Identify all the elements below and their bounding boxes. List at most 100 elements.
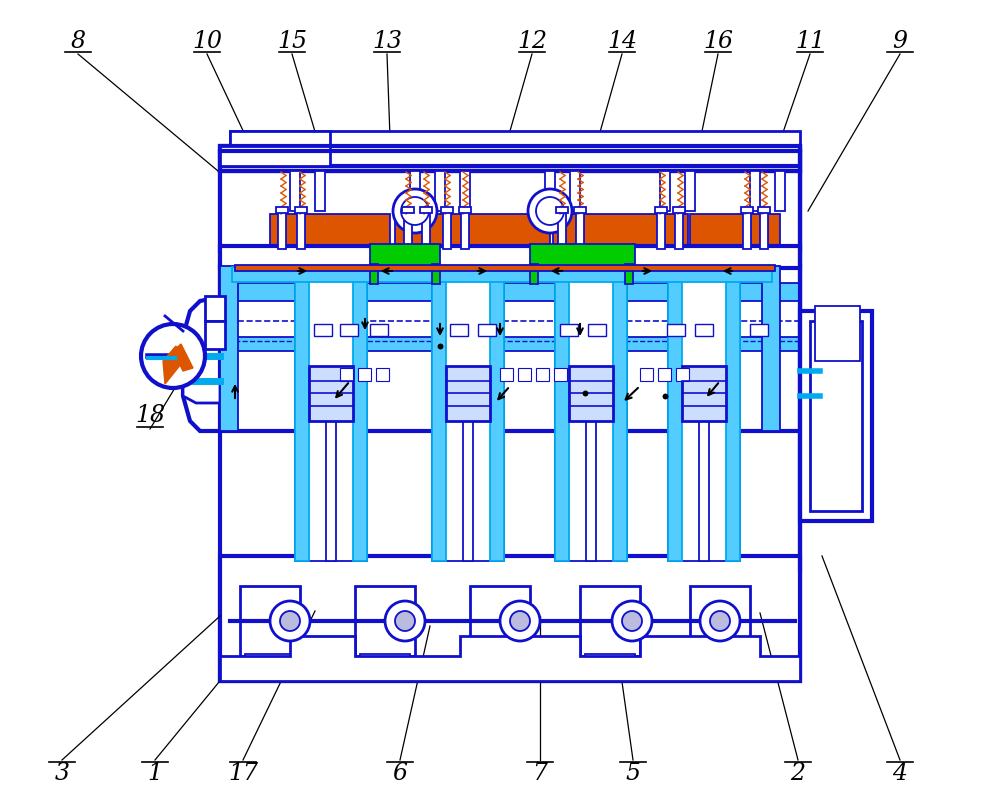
- Bar: [580, 586, 640, 656]
- Bar: [220, 556, 800, 681]
- Bar: [553, 214, 688, 246]
- Bar: [309, 366, 353, 421]
- Bar: [530, 244, 635, 266]
- Bar: [220, 246, 800, 268]
- Bar: [682, 366, 726, 421]
- Circle shape: [622, 611, 642, 631]
- Bar: [810, 321, 862, 511]
- Bar: [370, 244, 440, 266]
- Text: 12: 12: [517, 29, 547, 53]
- Circle shape: [401, 197, 429, 225]
- Bar: [762, 266, 780, 431]
- Circle shape: [528, 189, 572, 233]
- Bar: [569, 366, 613, 421]
- Bar: [395, 214, 550, 246]
- Bar: [530, 264, 538, 284]
- Bar: [353, 266, 367, 561]
- Bar: [586, 416, 596, 561]
- Bar: [640, 368, 653, 381]
- Bar: [205, 296, 225, 321]
- Bar: [625, 264, 633, 284]
- Bar: [574, 207, 586, 213]
- Text: 2: 2: [790, 762, 806, 784]
- Bar: [220, 171, 800, 251]
- Bar: [554, 368, 567, 381]
- Bar: [220, 337, 800, 351]
- Bar: [441, 207, 453, 213]
- Bar: [340, 368, 353, 381]
- Bar: [463, 416, 473, 561]
- Bar: [420, 207, 432, 213]
- Bar: [270, 214, 390, 246]
- Bar: [295, 207, 307, 213]
- Text: 15: 15: [277, 29, 307, 53]
- Bar: [220, 266, 238, 431]
- Bar: [667, 324, 685, 336]
- Bar: [340, 324, 358, 336]
- Bar: [276, 207, 288, 213]
- Bar: [326, 416, 336, 561]
- Bar: [376, 368, 389, 381]
- Bar: [220, 266, 800, 431]
- Bar: [404, 211, 412, 249]
- Text: 9: 9: [893, 29, 908, 53]
- Bar: [459, 207, 471, 213]
- Circle shape: [536, 197, 564, 225]
- Bar: [422, 211, 430, 249]
- Bar: [741, 207, 753, 213]
- Bar: [500, 368, 513, 381]
- Bar: [235, 265, 775, 271]
- Text: 7: 7: [532, 762, 548, 784]
- Polygon shape: [220, 151, 800, 171]
- Circle shape: [612, 601, 652, 641]
- Bar: [490, 266, 504, 561]
- Text: 13: 13: [372, 29, 402, 53]
- Bar: [245, 654, 295, 676]
- Bar: [478, 324, 496, 336]
- Text: 6: 6: [392, 762, 408, 784]
- Bar: [432, 264, 440, 284]
- Bar: [355, 586, 415, 656]
- Bar: [475, 654, 525, 676]
- Circle shape: [510, 611, 530, 631]
- Bar: [585, 654, 635, 676]
- Bar: [815, 306, 860, 361]
- Bar: [560, 324, 578, 336]
- Text: 8: 8: [70, 29, 86, 53]
- Bar: [690, 586, 750, 656]
- Bar: [220, 283, 800, 301]
- Bar: [460, 171, 470, 211]
- Bar: [536, 368, 549, 381]
- Bar: [295, 266, 367, 561]
- Bar: [695, 324, 713, 336]
- Bar: [240, 586, 300, 656]
- Bar: [658, 368, 671, 381]
- Bar: [690, 214, 780, 246]
- Bar: [555, 266, 627, 561]
- Circle shape: [280, 611, 300, 631]
- Bar: [588, 324, 606, 336]
- Polygon shape: [183, 299, 220, 431]
- Bar: [297, 211, 305, 249]
- Polygon shape: [220, 146, 330, 166]
- Circle shape: [270, 601, 310, 641]
- Bar: [556, 207, 568, 213]
- Bar: [410, 171, 420, 211]
- Bar: [800, 311, 872, 521]
- Bar: [370, 264, 378, 284]
- Text: 14: 14: [607, 29, 637, 53]
- Text: 4: 4: [893, 762, 908, 784]
- Bar: [470, 586, 530, 656]
- Bar: [402, 207, 414, 213]
- Text: 18: 18: [135, 405, 165, 427]
- Bar: [446, 366, 490, 421]
- Bar: [750, 171, 760, 211]
- Polygon shape: [230, 131, 800, 151]
- Text: 16: 16: [703, 29, 733, 53]
- Bar: [220, 146, 800, 681]
- Circle shape: [393, 189, 437, 233]
- Bar: [775, 171, 785, 211]
- Bar: [314, 324, 332, 336]
- Bar: [673, 207, 685, 213]
- Bar: [432, 266, 504, 561]
